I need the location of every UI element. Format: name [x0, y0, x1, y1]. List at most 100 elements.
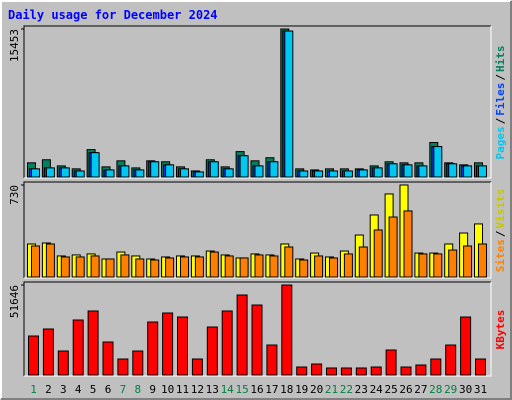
x-tick-label: 6 [105, 383, 112, 396]
bar [403, 210, 413, 278]
x-tick-label: 20 [310, 383, 323, 396]
bar [385, 349, 397, 376]
legend-entry: Visits [494, 189, 507, 229]
bar [311, 363, 323, 376]
x-tick-label: 4 [75, 383, 82, 396]
x-tick-label: 26 [399, 383, 412, 396]
bar [314, 255, 324, 278]
bar [254, 165, 264, 178]
bar [343, 253, 353, 278]
bar [57, 350, 69, 376]
bar [60, 167, 70, 178]
legend-separator: / [494, 117, 507, 124]
bar [180, 168, 189, 178]
bar [340, 367, 352, 376]
legend-entry: Hits [494, 46, 507, 73]
bar [430, 358, 442, 376]
bar [448, 163, 458, 178]
bar [206, 326, 218, 376]
bar [403, 164, 413, 178]
bar [448, 249, 458, 278]
x-tick-label: 25 [384, 383, 397, 396]
bar [269, 255, 279, 278]
bar [60, 256, 70, 278]
bar [355, 367, 367, 376]
x-tick-label: 15 [235, 383, 248, 396]
bar [239, 155, 249, 178]
bar [266, 344, 278, 376]
bar [45, 167, 55, 178]
bar [132, 350, 144, 376]
bar [105, 258, 115, 278]
x-tick-label: 30 [459, 383, 472, 396]
bar [251, 304, 263, 376]
legend: Sites /Visits [494, 189, 507, 273]
x-tick-label: 23 [355, 383, 368, 396]
x-tick-label: 3 [60, 383, 67, 396]
bar [400, 366, 412, 376]
bar [31, 168, 40, 178]
x-tick-label: 11 [176, 383, 189, 396]
bar [388, 163, 398, 178]
bar [147, 321, 159, 376]
legend-entry: KBytes [494, 310, 507, 350]
legend-separator: / [494, 230, 507, 237]
legend-entry: Files [494, 83, 507, 116]
panel-border-dark [23, 181, 491, 278]
panel-border-light [24, 282, 492, 377]
bar [370, 366, 382, 376]
bar [165, 257, 175, 278]
bar [102, 341, 114, 376]
bar [284, 246, 294, 278]
panel-border-light [24, 182, 492, 279]
bar [177, 316, 188, 376]
x-tick-label: 22 [340, 383, 353, 396]
legend-separator: / [494, 74, 507, 81]
bar [299, 259, 309, 278]
bar [45, 243, 55, 278]
bar [475, 358, 486, 376]
legend: Pages/Files/Hits [494, 46, 507, 160]
plot-area [24, 26, 491, 178]
bar [329, 170, 338, 178]
bar [343, 170, 353, 178]
x-tick-label: 7 [120, 383, 127, 396]
x-tick-label: 2 [45, 383, 52, 396]
bar [221, 310, 233, 376]
bar [373, 167, 383, 178]
bar [460, 316, 472, 376]
bar [120, 254, 130, 278]
bar [117, 358, 129, 376]
x-tick-label: 10 [161, 383, 174, 396]
x-tick-label: 31 [474, 383, 487, 396]
x-tick-label: 14 [221, 383, 235, 396]
x-tick-label: 9 [149, 383, 156, 396]
bar [42, 328, 54, 376]
x-tick-label: 24 [370, 383, 384, 396]
bar [31, 245, 40, 278]
bar [191, 358, 203, 376]
bar [296, 366, 308, 376]
bar [418, 165, 428, 178]
bar [150, 259, 160, 278]
x-tick-label: 19 [295, 383, 308, 396]
x-tick-label: 16 [250, 383, 263, 396]
y-tick-label: 15453 [8, 29, 21, 62]
bar [358, 169, 368, 178]
bar [433, 146, 443, 178]
bar [75, 256, 85, 278]
bar [162, 312, 174, 376]
bar [299, 170, 309, 178]
bar [415, 364, 427, 376]
y-tick-label: 51646 [8, 285, 21, 318]
bar [254, 254, 264, 278]
x-tick-label: 1 [30, 383, 37, 396]
chart-title: Daily usage for December 2024 [8, 8, 218, 22]
bar [269, 161, 279, 178]
bar [463, 245, 473, 278]
legend-entry: Pages [494, 126, 507, 159]
bar [445, 344, 457, 376]
bar [239, 257, 249, 278]
